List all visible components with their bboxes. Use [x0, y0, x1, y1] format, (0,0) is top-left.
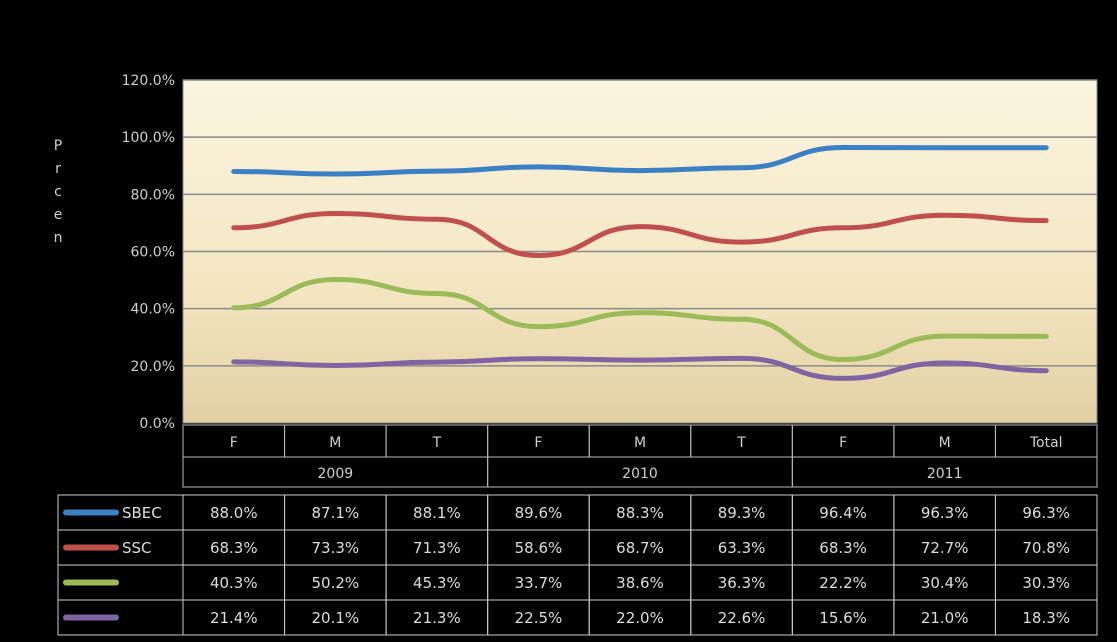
data-label: 58.6%	[515, 539, 563, 557]
data-label: 96.4%	[819, 504, 867, 522]
data-label: 30.3%	[1022, 574, 1070, 592]
y-tick-label: 60.0%	[131, 245, 175, 261]
x-tick-label: T	[432, 435, 442, 451]
data-label: 88.1%	[413, 504, 461, 522]
series-line-0	[231, 144, 1049, 177]
data-label: 96.3%	[921, 504, 969, 522]
group-label: 2011	[927, 466, 963, 482]
y-tick-label: 40.0%	[131, 302, 175, 318]
y-tick-label: 0.0%	[139, 416, 175, 432]
data-label: 22.0%	[616, 609, 664, 627]
data-label: 50.2%	[312, 574, 360, 592]
data-label: 68.3%	[210, 539, 258, 557]
y-axis-label-letter: c	[54, 184, 62, 200]
group-label: 2009	[318, 466, 354, 482]
data-label: 22.2%	[819, 574, 867, 592]
data-cell	[994, 599, 1098, 636]
x-tick-label: M	[329, 435, 341, 451]
data-label: 15.6%	[819, 609, 867, 627]
group-cell	[791, 456, 1098, 488]
y-axis-label-letter: P	[54, 138, 62, 154]
y-axis-label-letter: n	[54, 230, 63, 246]
data-label: 45.3%	[413, 574, 461, 592]
data-label: 36.3%	[718, 574, 766, 592]
data-label: 73.3%	[312, 539, 360, 557]
data-label: 68.7%	[616, 539, 664, 557]
x-tick-label: T	[736, 435, 746, 451]
x-tick-label: F	[230, 435, 238, 451]
legend-label: SSC	[122, 539, 152, 557]
data-label: 68.3%	[819, 539, 867, 557]
data-label: 22.6%	[718, 609, 766, 627]
data-label: 33.7%	[515, 574, 563, 592]
data-label: 72.7%	[921, 539, 969, 557]
data-label: 87.1%	[312, 504, 360, 522]
data-label: 63.3%	[718, 539, 766, 557]
data-label: 88.3%	[616, 504, 664, 522]
y-tick-label: 20.0%	[131, 359, 175, 375]
data-label: 30.4%	[921, 574, 969, 592]
series-line-1	[231, 210, 1049, 259]
x-tick-label: M	[634, 435, 646, 451]
series-line-3	[231, 355, 1049, 381]
data-label: 21.3%	[413, 609, 461, 627]
data-label: 21.0%	[921, 609, 969, 627]
data-label: 22.5%	[515, 609, 563, 627]
data-label: 40.3%	[210, 574, 258, 592]
y-tick-label: 120.0%	[122, 73, 175, 89]
data-label: 89.3%	[718, 504, 766, 522]
x-tick-label: F	[534, 435, 542, 451]
y-axis-label-letter: r	[55, 161, 61, 177]
data-label: 21.4%	[210, 609, 258, 627]
y-tick-label: 80.0%	[131, 187, 175, 203]
group-label: 2010	[622, 466, 658, 482]
x-tick-label: F	[839, 435, 847, 451]
data-label: 89.6%	[515, 504, 563, 522]
x-tick-label: Total	[1029, 435, 1063, 451]
y-axis-label-letter: e	[54, 207, 63, 223]
y-tick-label: 100.0%	[122, 130, 175, 146]
data-label: 71.3%	[413, 539, 461, 557]
data-label: 18.3%	[1022, 609, 1070, 627]
data-label: 70.8%	[1022, 539, 1070, 557]
x-tick-label: M	[939, 435, 951, 451]
legend-label: SBEC	[122, 504, 162, 522]
data-label: 96.3%	[1022, 504, 1070, 522]
data-label: 38.6%	[616, 574, 664, 592]
data-label: 20.1%	[312, 609, 360, 627]
series-line-2	[231, 277, 1049, 363]
data-label: 88.0%	[210, 504, 258, 522]
